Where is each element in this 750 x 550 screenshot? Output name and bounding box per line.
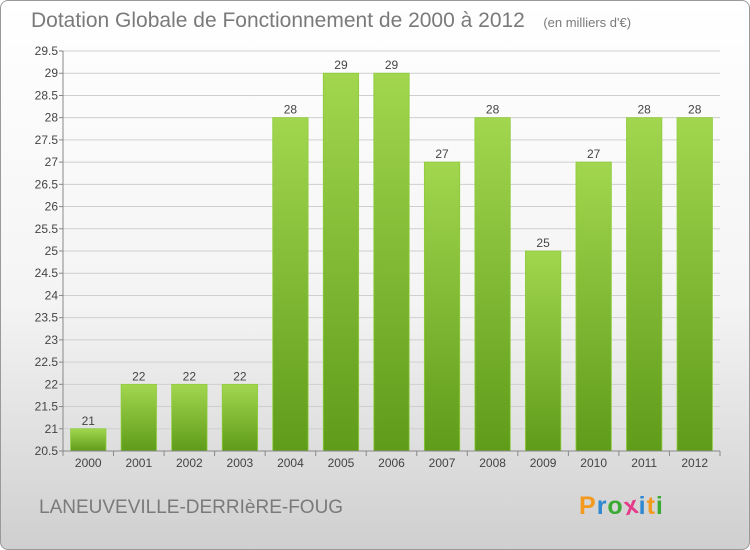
logo-letter: i (655, 492, 664, 520)
y-tick-label: 29 (45, 66, 59, 80)
bar (626, 117, 663, 452)
y-tick-label: 24 (45, 288, 59, 302)
logo-letter: r (596, 492, 608, 520)
title-row: Dotation Globale de Fonctionnement de 20… (31, 9, 631, 33)
data-label: 22 (183, 369, 197, 383)
y-tick-label: 25.5 (35, 222, 59, 236)
data-label: 25 (536, 236, 550, 250)
y-tick-label: 27 (45, 155, 59, 169)
logo-letter: i (638, 492, 647, 520)
bar (373, 72, 410, 452)
bar (171, 383, 208, 452)
data-label: 21 (82, 414, 96, 428)
bar-layer (70, 72, 713, 452)
logo-letter: t (646, 492, 656, 520)
chart-title: Dotation Globale de Fonctionnement de 20… (31, 9, 525, 32)
x-tick-label: 2006 (378, 456, 405, 470)
y-tick-label: 24.5 (35, 266, 59, 280)
bar (575, 161, 612, 452)
x-tick-label: 2001 (125, 456, 152, 470)
bar (120, 383, 157, 452)
commune-name: LANEUVEVILLE-DERRIèRE-FOUG (39, 497, 344, 518)
y-tick-label: 26.5 (35, 177, 59, 191)
bar (70, 428, 107, 452)
data-label: 27 (435, 147, 449, 161)
y-tick-label: 25 (45, 244, 59, 258)
data-label: 22 (132, 369, 146, 383)
x-tick-label: 2005 (328, 456, 355, 470)
data-label: 22 (233, 369, 247, 383)
y-tick-label: 22.5 (35, 355, 59, 369)
x-tick-label: 2002 (176, 456, 203, 470)
data-label: 29 (385, 58, 399, 72)
x-tick-label: 2010 (580, 456, 607, 470)
data-label: 28 (688, 103, 702, 117)
x-tick-label: 2000 (75, 456, 102, 470)
bar (525, 250, 562, 452)
y-tick-label: 29.5 (35, 44, 59, 58)
y-tick-label: 26 (45, 200, 59, 214)
data-label: 27 (587, 147, 601, 161)
bar (676, 117, 713, 452)
y-tick-label: 22 (45, 377, 59, 391)
bar (322, 72, 360, 452)
bar (423, 161, 461, 452)
y-tick-label: 21 (45, 422, 59, 436)
bar (221, 383, 258, 452)
x-tick-label: 2007 (429, 456, 456, 470)
y-tick-label: 28.5 (35, 88, 59, 102)
y-tick-label: 21.5 (35, 400, 59, 414)
x-tick-label: 2003 (227, 456, 254, 470)
x-tick-label: 2012 (681, 456, 708, 470)
axis-layer: 20.5 21 21.5 22 22.5 23 23.5 24 24.5 25 25.5 26 26.5… (35, 44, 721, 470)
x-tick-label: 2009 (530, 456, 557, 470)
x-tick-label: 2004 (277, 456, 304, 470)
chart-unit-note: (en milliers d'€) (543, 15, 632, 30)
bar (474, 117, 511, 452)
y-tick-label: 27.5 (35, 133, 59, 147)
x-tick-label: 2011 (631, 456, 657, 470)
proxiti-logo: Proxiti (579, 491, 664, 521)
bar (272, 117, 309, 452)
data-label: 28 (638, 103, 652, 117)
data-label: 29 (334, 58, 348, 72)
x-tick-label: 2008 (479, 456, 506, 470)
y-tick-label: 23 (45, 333, 59, 347)
data-label: 28 (284, 103, 298, 117)
logo-letter: o (607, 492, 624, 520)
data-label: 28 (486, 103, 500, 117)
label-layer: 21 22 22 22 28 29 29 27 28 25 27 28 28 (82, 58, 702, 428)
logo-letter: P (579, 492, 597, 520)
y-tick-label: 28 (45, 111, 59, 125)
y-tick-label: 23.5 (35, 311, 59, 325)
y-tick-label: 20.5 (35, 444, 59, 458)
